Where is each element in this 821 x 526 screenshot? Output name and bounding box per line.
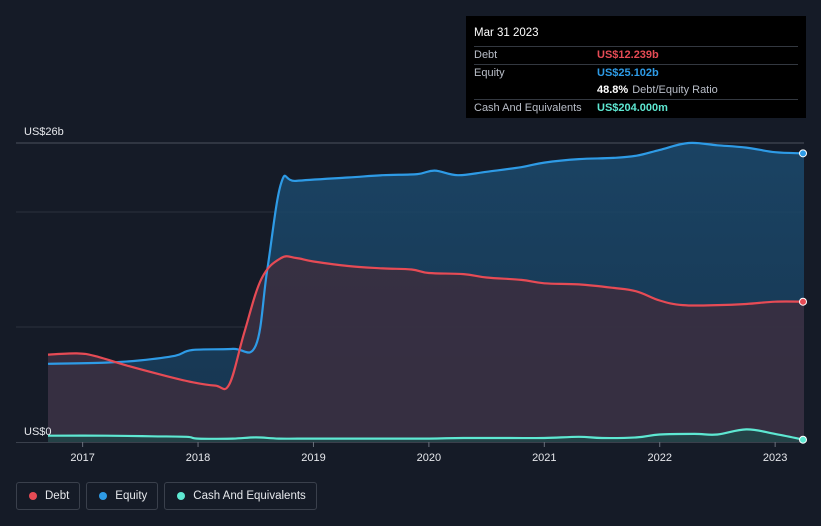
x-tick-label: 2023 <box>763 452 787 464</box>
x-tick-label: 2021 <box>532 452 556 464</box>
cash-end-marker <box>799 435 807 444</box>
tooltip-debt-label: Debt <box>474 49 498 61</box>
cash-dot-icon <box>177 492 186 500</box>
tooltip-cash-value: US$204.000m <box>597 102 668 114</box>
tooltip-ratio-label: Debt/Equity Ratio <box>632 84 718 96</box>
tooltip-date: Mar 31 2023 <box>474 27 539 39</box>
legend-equity-label: Equity <box>115 490 148 502</box>
x-tick-label: 2017 <box>70 452 94 464</box>
legend-item-cash[interactable]: Cash And Equivalents <box>164 482 317 510</box>
equity-end-marker <box>799 149 807 158</box>
tooltip-equity-value: US$25.102b <box>597 67 659 79</box>
cash-line <box>47 428 805 441</box>
x-axis-tick-labels: 2017 2018 2019 2020 2021 2022 2023 <box>70 442 787 464</box>
equity-line <box>47 141 805 365</box>
debt-line <box>47 255 805 391</box>
data-tooltip: Mar 31 2023 Debt US$12.239b Equity US$25… <box>466 16 806 118</box>
legend-item-debt[interactable]: Debt <box>16 482 81 510</box>
y-axis-bottom-label: US$0 <box>24 426 52 438</box>
tooltip-row-cash: Cash And Equivalents US$204.000m <box>474 99 798 117</box>
y-axis-top-label: US$26b <box>24 126 64 138</box>
chart-legend: Debt Equity Cash And Equivalents <box>16 482 317 510</box>
tooltip-row-ratio: 48.8% Debt/Equity Ratio <box>474 82 798 99</box>
x-tick-label: 2018 <box>186 452 210 464</box>
debt-area <box>48 256 804 442</box>
tooltip-row-debt: Debt US$12.239b <box>474 46 798 64</box>
tooltip-cash-label: Cash And Equivalents <box>474 102 582 114</box>
x-tick-label: 2020 <box>417 452 441 464</box>
legend-debt-label: Debt <box>45 490 70 502</box>
tooltip-equity-label: Equity <box>474 67 505 79</box>
debt-end-marker <box>799 297 807 306</box>
x-tick-label: 2022 <box>647 452 671 464</box>
debt-dot-icon <box>29 492 37 500</box>
tooltip-ratio-value: 48.8% <box>597 84 629 96</box>
tooltip-row-equity: Equity US$25.102b <box>474 64 798 82</box>
legend-item-equity[interactable]: Equity <box>86 482 159 510</box>
tooltip-debt-value: US$12.239b <box>597 49 659 61</box>
legend-cash-label: Cash And Equivalents <box>193 490 306 502</box>
equity-dot-icon <box>99 492 108 500</box>
series-end-markers <box>799 149 807 444</box>
x-tick-label: 2019 <box>301 452 325 464</box>
